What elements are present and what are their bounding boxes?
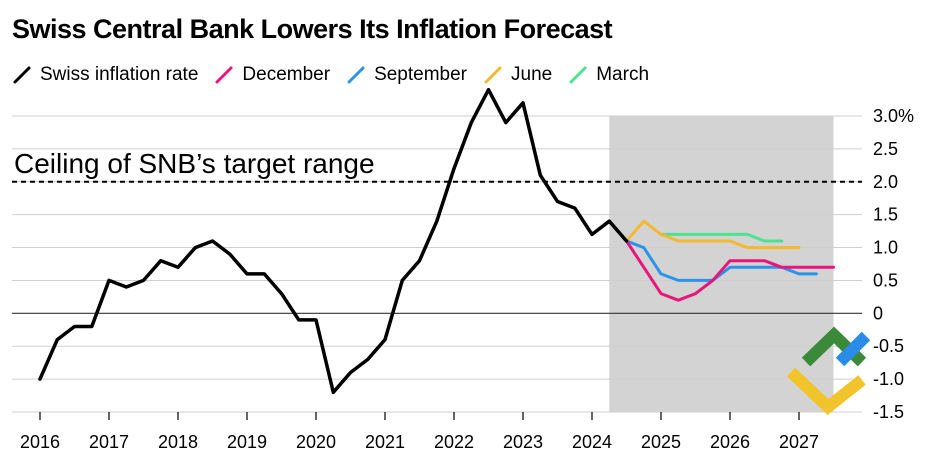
x-tick-label: 2026 <box>710 432 750 452</box>
legend-swatch-stroke <box>347 66 365 84</box>
x-tick-label: 2021 <box>365 432 405 452</box>
x-tick-label: 2022 <box>434 432 474 452</box>
chart-title: Swiss Central Bank Lowers Its Inflation … <box>12 14 613 44</box>
legend-label: December <box>242 64 331 85</box>
x-tick-label: 2025 <box>641 432 681 452</box>
forecast-shading <box>609 116 834 412</box>
legend-swatch-stroke <box>569 66 587 84</box>
legend-swatch-icon <box>215 66 233 84</box>
legend-swatch-stroke <box>484 66 502 84</box>
y-tick-label: 3.0% <box>873 106 914 126</box>
brand-logo-icon <box>786 326 871 415</box>
legend-swatch-stroke <box>13 66 31 84</box>
y-tick-label: -0.5 <box>873 336 904 356</box>
x-tick-label: 2016 <box>20 432 60 452</box>
x-tick-label: 2019 <box>227 432 267 452</box>
y-tick-label: 0.5 <box>873 270 898 290</box>
legend-item: Swiss inflation rate <box>12 64 198 86</box>
legend-item: June <box>483 64 552 86</box>
y-tick-label: 1.0 <box>873 238 898 258</box>
logo-stroke-yellow <box>786 367 866 415</box>
legend-label: June <box>511 64 553 85</box>
logo-stroke-blue <box>835 331 871 367</box>
x-tick-label: 2020 <box>296 432 336 452</box>
y-tick-label: -1.5 <box>873 402 904 422</box>
x-tick-label: 2023 <box>503 432 543 452</box>
y-tick-label: 0 <box>873 303 883 323</box>
legend-swatch-icon <box>569 66 587 84</box>
legend-label: March <box>596 64 650 85</box>
series-line-december <box>625 239 835 302</box>
y-tick-label: -1.0 <box>873 369 904 389</box>
x-tick-label: 2024 <box>572 432 612 452</box>
chart-legend: Swiss inflation rate December September Jun… <box>12 62 649 88</box>
legend-item: December <box>214 64 330 86</box>
series-line-swiss-inflation-rate <box>38 87 629 395</box>
legend-item: September <box>346 64 467 86</box>
y-tick-label: 2.5 <box>873 139 898 159</box>
series-line-june <box>625 219 801 250</box>
legend-label: Swiss inflation rate <box>40 64 199 85</box>
reference-line-label: Ceiling of SNB’s target range <box>14 148 375 179</box>
y-tick-label: 1.5 <box>873 205 898 225</box>
legend-label: September <box>374 64 468 85</box>
legend-swatch-icon <box>347 66 365 84</box>
legend-item: March <box>568 64 649 86</box>
series-line-march <box>659 232 784 243</box>
legend-swatch-icon <box>484 66 502 84</box>
x-tick-label: 2017 <box>89 432 129 452</box>
legend-swatch-icon <box>13 66 31 84</box>
legend-swatch-stroke <box>215 66 233 84</box>
y-tick-label: 2.0 <box>873 172 898 192</box>
x-tick-label: 2018 <box>158 432 198 452</box>
x-tick-label: 2027 <box>779 432 819 452</box>
